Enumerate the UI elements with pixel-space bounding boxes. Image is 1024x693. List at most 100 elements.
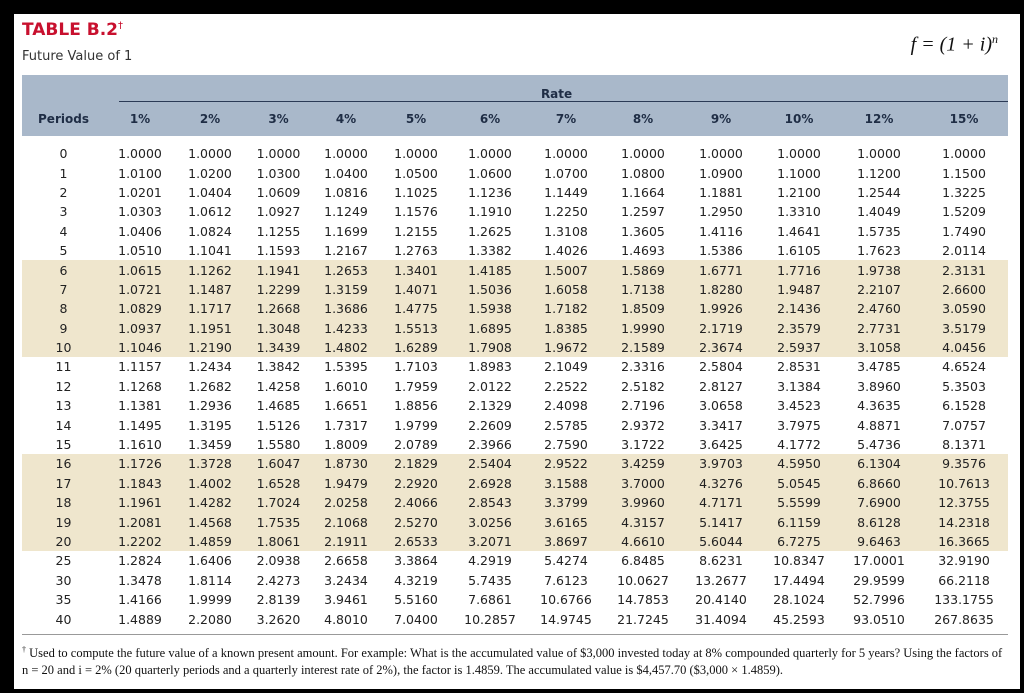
period-cell: 35 bbox=[55, 592, 72, 608]
value-cell: 2.2920 bbox=[380, 473, 452, 494]
table-row: 0 1.0000 1.0000 1.0000 1.0000 1.0000 1.0000 1.0… bbox=[22, 144, 1008, 163]
value-cell: 4.2919 bbox=[468, 553, 512, 569]
value-cell: 2.8127 bbox=[699, 378, 743, 394]
value-cell: 8.6231 bbox=[699, 553, 743, 569]
value-cell: 1.2682 bbox=[188, 378, 232, 394]
value-cell: 2.9522 bbox=[528, 454, 604, 474]
value-cell: 2.5182 bbox=[621, 378, 665, 394]
value-cell: 1.0000 bbox=[324, 146, 368, 162]
value-cell: 1.8385 bbox=[528, 318, 604, 338]
period-cell: 20 bbox=[22, 531, 105, 552]
value-cell: 1.4859 bbox=[175, 531, 245, 552]
value-cell: 31.4094 bbox=[695, 611, 747, 627]
value-cell: 1.1717 bbox=[175, 299, 245, 319]
value-cell: 2.5270 bbox=[380, 512, 452, 532]
value-cell: 1.9487 bbox=[760, 279, 838, 300]
rate-rule bbox=[119, 101, 1009, 102]
value-cell: 1.0612 bbox=[188, 204, 232, 220]
value-cell: 1.4071 bbox=[380, 279, 452, 300]
value-cell: 3.2620 bbox=[256, 611, 301, 627]
value-cell: 1.8114 bbox=[188, 572, 232, 588]
footnote-mark: † bbox=[22, 645, 26, 654]
value-cell: 1.1610 bbox=[118, 437, 162, 453]
period-cell: 14 bbox=[55, 417, 72, 433]
value-cell: 1.0829 bbox=[105, 299, 175, 319]
value-cell: 2.5785 bbox=[544, 417, 588, 433]
value-cell: 12.3755 bbox=[920, 493, 1009, 513]
value-cell: 1.0510 bbox=[118, 243, 162, 259]
value-cell: 7.0400 bbox=[394, 611, 438, 627]
period-cell: 30 bbox=[55, 572, 72, 588]
value-cell: 1.0600 bbox=[468, 165, 512, 181]
value-cell: 9.6463 bbox=[838, 531, 920, 552]
value-cell: 1.1236 bbox=[468, 184, 512, 200]
value-cell: 1.7024 bbox=[245, 493, 312, 513]
value-cell: 2.1911 bbox=[312, 531, 380, 552]
value-cell: 2.4098 bbox=[544, 398, 588, 414]
value-cell: 2.5404 bbox=[452, 454, 528, 474]
value-cell: 5.0545 bbox=[760, 473, 838, 494]
value-cell: 1.2190 bbox=[175, 337, 245, 358]
value-cell: 3.0590 bbox=[920, 299, 1009, 319]
value-cell: 3.4259 bbox=[604, 454, 682, 474]
value-cell: 2.8139 bbox=[256, 592, 301, 608]
value-cell: 1.6895 bbox=[452, 318, 528, 338]
spacer-row bbox=[22, 136, 1008, 144]
value-cell: 3.7975 bbox=[777, 417, 821, 433]
column-header: 3% bbox=[245, 102, 312, 136]
value-cell: 1.0000 bbox=[394, 146, 438, 162]
value-cell: 3.1384 bbox=[777, 378, 821, 394]
value-cell: 5.3503 bbox=[942, 378, 986, 394]
value-cell: 3.6165 bbox=[528, 512, 604, 532]
value-cell: 1.0000 bbox=[942, 146, 986, 162]
table-row: 13 1.1381 1.2936 1.4685 1.6651 1.8856 2.1329 2.… bbox=[22, 396, 1008, 415]
value-cell: 5.6044 bbox=[682, 531, 760, 552]
value-cell: 1.1255 bbox=[256, 223, 301, 239]
value-cell: 2.1436 bbox=[760, 299, 838, 319]
value-cell: 1.1961 bbox=[105, 493, 175, 513]
value-cell: 2.8543 bbox=[452, 493, 528, 513]
value-cell: 5.4274 bbox=[544, 553, 588, 569]
value-cell: 3.0658 bbox=[699, 398, 743, 414]
value-cell: 4.8010 bbox=[324, 611, 368, 627]
value-cell: 3.1722 bbox=[621, 437, 665, 453]
value-cell: 2.0114 bbox=[942, 243, 986, 259]
document: TABLE B.2† Future Value of 1 f = (1 + i)… bbox=[14, 14, 1020, 689]
rate-label: Rate bbox=[105, 75, 1009, 101]
value-cell: 1.0721 bbox=[105, 279, 175, 300]
future-value-table: Rate Periods 1% 2% 3% 4% 5% 6% 7% 8% 9% 10% 12% 15% 0… bbox=[22, 75, 1009, 629]
period-cell: 18 bbox=[22, 493, 105, 513]
value-cell: 1.7317 bbox=[324, 417, 368, 433]
value-cell: 1.0927 bbox=[256, 204, 301, 220]
period-cell: 0 bbox=[59, 146, 68, 162]
value-cell: 1.4282 bbox=[175, 493, 245, 513]
value-cell: 2.3579 bbox=[760, 318, 838, 338]
value-cell: 1.1487 bbox=[175, 279, 245, 300]
value-cell: 1.2155 bbox=[394, 223, 438, 239]
period-cell: 16 bbox=[22, 454, 105, 474]
value-cell: 1.9926 bbox=[682, 299, 760, 319]
value-cell: 1.4233 bbox=[312, 318, 380, 338]
value-cell: 2.4273 bbox=[256, 572, 301, 588]
value-cell: 1.0000 bbox=[857, 146, 901, 162]
title-text: TABLE B.2 bbox=[22, 20, 118, 40]
value-cell: 1.8280 bbox=[682, 279, 760, 300]
table-row: 25 1.2824 1.6406 2.0938 2.6658 3.3864 4.2919 5.… bbox=[22, 551, 1008, 570]
value-cell: 2.3131 bbox=[920, 260, 1009, 280]
value-cell: 3.1058 bbox=[838, 337, 920, 358]
value-cell: 10.6766 bbox=[540, 592, 592, 608]
value-cell: 5.4736 bbox=[857, 437, 901, 453]
value-cell: 3.2434 bbox=[324, 572, 368, 588]
value-cell: 1.0500 bbox=[394, 165, 438, 181]
value-cell: 4.3635 bbox=[857, 398, 901, 414]
period-cell: 13 bbox=[55, 398, 72, 414]
value-cell: 1.2950 bbox=[699, 204, 743, 220]
value-cell: 4.0456 bbox=[920, 337, 1009, 358]
value-cell: 1.4116 bbox=[699, 223, 743, 239]
value-cell: 1.4775 bbox=[380, 299, 452, 319]
table-row: 40 1.4889 2.2080 3.2620 4.8010 7.0400 10.2857 1… bbox=[22, 609, 1008, 628]
value-cell: 2.1068 bbox=[312, 512, 380, 532]
value-cell: 1.7908 bbox=[452, 337, 528, 358]
value-cell: 1.3382 bbox=[468, 243, 512, 259]
